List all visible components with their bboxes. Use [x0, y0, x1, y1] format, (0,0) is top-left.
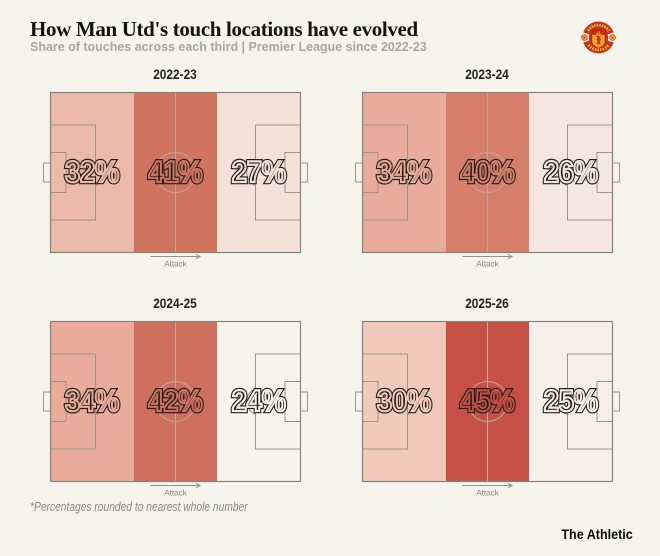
svg-text:45%: 45%	[461, 385, 515, 418]
svg-text:40%: 40%	[461, 156, 515, 189]
svg-text:41%: 41%	[149, 156, 203, 189]
svg-text:Attack: Attack	[476, 259, 499, 269]
svg-text:Attack: Attack	[164, 488, 187, 498]
svg-text:32%: 32%	[65, 156, 119, 189]
svg-text:25%: 25%	[544, 385, 598, 418]
svg-text:40%: 40%	[461, 156, 515, 189]
svg-text:Attack: Attack	[164, 259, 187, 269]
svg-text:34%: 34%	[377, 156, 431, 189]
svg-text:30%: 30%	[377, 385, 431, 418]
svg-text:26%: 26%	[544, 156, 598, 189]
svg-text:42%: 42%	[149, 385, 203, 418]
svg-text:45%: 45%	[461, 385, 515, 418]
svg-text:27%: 27%	[232, 156, 286, 189]
svg-text:27%: 27%	[232, 156, 286, 189]
svg-text:32%: 32%	[65, 156, 119, 189]
svg-text:34%: 34%	[65, 385, 119, 418]
svg-text:30%: 30%	[377, 385, 431, 418]
svg-text:Attack: Attack	[476, 488, 499, 498]
svg-text:24%: 24%	[232, 385, 286, 418]
svg-text:34%: 34%	[377, 156, 431, 189]
svg-text:24%: 24%	[232, 385, 286, 418]
svg-text:26%: 26%	[544, 156, 598, 189]
svg-text:25%: 25%	[544, 385, 598, 418]
svg-text:34%: 34%	[65, 385, 119, 418]
svg-text:41%: 41%	[149, 156, 203, 189]
svg-text:42%: 42%	[149, 385, 203, 418]
